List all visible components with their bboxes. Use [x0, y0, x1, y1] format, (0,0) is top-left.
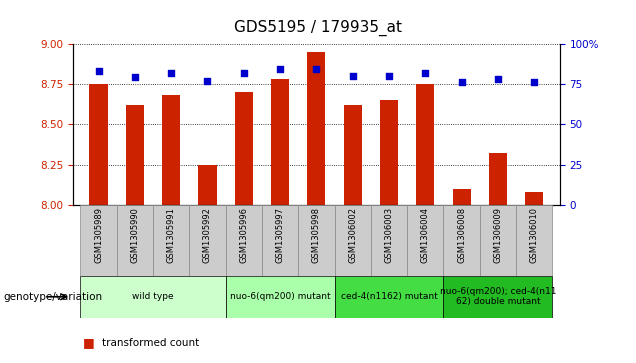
- Point: [130, 74, 140, 80]
- Bar: [380, 100, 398, 205]
- Bar: [516, 205, 553, 276]
- Text: GSM1305998: GSM1305998: [312, 207, 321, 263]
- Bar: [343, 105, 362, 205]
- Bar: [190, 205, 226, 276]
- Bar: [80, 205, 117, 276]
- Bar: [416, 84, 434, 205]
- Text: GSM1305996: GSM1305996: [239, 207, 248, 263]
- Point: [457, 79, 467, 85]
- Text: GSM1305997: GSM1305997: [275, 207, 284, 263]
- Text: GDS5195 / 179935_at: GDS5195 / 179935_at: [234, 20, 402, 36]
- Text: GSM1305990: GSM1305990: [130, 207, 139, 263]
- Text: GSM1305989: GSM1305989: [94, 207, 103, 263]
- Bar: [198, 165, 217, 205]
- Text: wild type: wild type: [132, 292, 174, 301]
- Bar: [80, 276, 226, 318]
- Point: [529, 79, 539, 85]
- Point: [202, 78, 212, 83]
- Text: GSM1306008: GSM1306008: [457, 207, 466, 263]
- Bar: [162, 95, 180, 205]
- Bar: [90, 84, 107, 205]
- Bar: [371, 205, 407, 276]
- Point: [93, 68, 104, 74]
- Text: GSM1306010: GSM1306010: [530, 207, 539, 263]
- Bar: [335, 205, 371, 276]
- Bar: [298, 205, 335, 276]
- Text: ■: ■: [83, 337, 94, 350]
- Bar: [226, 276, 335, 318]
- Bar: [443, 205, 480, 276]
- Point: [493, 76, 503, 82]
- Text: GSM1306004: GSM1306004: [421, 207, 430, 263]
- Text: ced-4(n1162) mutant: ced-4(n1162) mutant: [341, 292, 438, 301]
- Bar: [443, 276, 553, 318]
- Bar: [335, 276, 443, 318]
- Bar: [480, 205, 516, 276]
- Text: GSM1305992: GSM1305992: [203, 207, 212, 263]
- Bar: [525, 192, 543, 205]
- Bar: [153, 205, 190, 276]
- Point: [348, 73, 358, 79]
- Text: GSM1305991: GSM1305991: [167, 207, 176, 263]
- Bar: [307, 52, 326, 205]
- Bar: [226, 205, 262, 276]
- Point: [312, 66, 321, 72]
- Point: [166, 70, 176, 76]
- Text: nuo-6(qm200); ced-4(n11
62) double mutant: nuo-6(qm200); ced-4(n11 62) double mutan…: [439, 287, 556, 306]
- Bar: [407, 205, 443, 276]
- Point: [384, 73, 394, 79]
- Bar: [117, 205, 153, 276]
- Bar: [262, 205, 298, 276]
- Bar: [489, 154, 507, 205]
- Bar: [126, 105, 144, 205]
- Point: [420, 70, 431, 76]
- Bar: [453, 189, 471, 205]
- Text: nuo-6(qm200) mutant: nuo-6(qm200) mutant: [230, 292, 331, 301]
- Text: genotype/variation: genotype/variation: [3, 292, 102, 302]
- Point: [238, 70, 249, 76]
- Text: transformed count: transformed count: [102, 338, 199, 348]
- Text: GSM1306002: GSM1306002: [349, 207, 357, 263]
- Bar: [271, 79, 289, 205]
- Text: GSM1306003: GSM1306003: [385, 207, 394, 263]
- Bar: [235, 92, 253, 205]
- Point: [275, 66, 285, 72]
- Text: GSM1306009: GSM1306009: [494, 207, 502, 263]
